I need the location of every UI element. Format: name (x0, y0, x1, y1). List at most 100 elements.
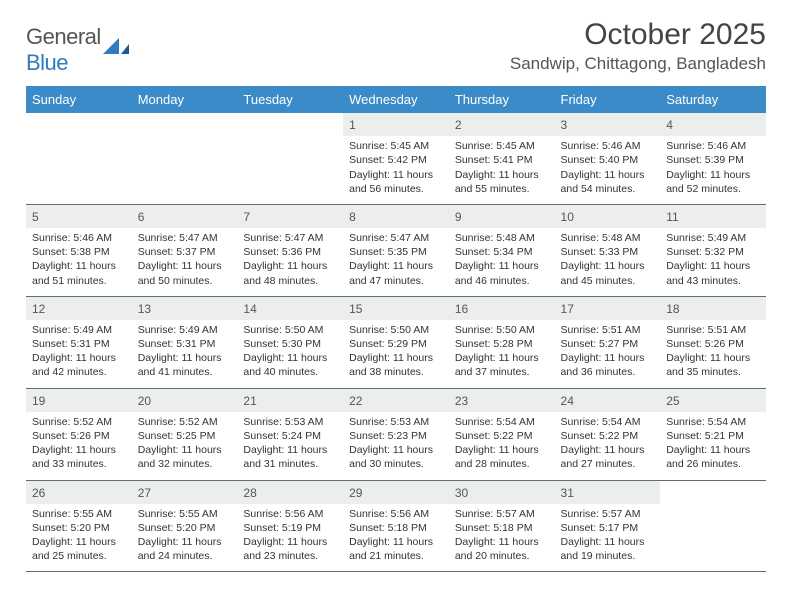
day-number-cell: 16 (449, 296, 555, 320)
day-number-cell (26, 113, 132, 136)
day-number-row: 1234 (26, 113, 766, 136)
location-subtitle: Sandwip, Chittagong, Bangladesh (510, 54, 766, 74)
day-number-cell: 30 (449, 480, 555, 504)
day-number-cell: 29 (343, 480, 449, 504)
day-number-cell: 21 (237, 388, 343, 412)
day-number-cell: 19 (26, 388, 132, 412)
day-number-cell: 2 (449, 113, 555, 136)
day-detail-cell: Sunrise: 5:52 AMSunset: 5:25 PMDaylight:… (132, 412, 238, 480)
day-number-cell: 25 (660, 388, 766, 412)
day-detail-cell: Sunrise: 5:45 AMSunset: 5:41 PMDaylight:… (449, 136, 555, 204)
day-detail-cell (26, 136, 132, 204)
day-number-cell: 28 (237, 480, 343, 504)
day-detail-cell (237, 136, 343, 204)
day-detail-cell: Sunrise: 5:54 AMSunset: 5:22 PMDaylight:… (449, 412, 555, 480)
day-number-cell: 11 (660, 204, 766, 228)
day-detail-row: Sunrise: 5:52 AMSunset: 5:26 PMDaylight:… (26, 412, 766, 480)
day-number-cell: 18 (660, 296, 766, 320)
day-number-cell: 24 (555, 388, 661, 412)
day-detail-cell: Sunrise: 5:49 AMSunset: 5:32 PMDaylight:… (660, 228, 766, 296)
day-number-cell: 15 (343, 296, 449, 320)
logo: General Blue (26, 24, 129, 76)
logo-text: General Blue (26, 24, 101, 76)
day-number-cell: 1 (343, 113, 449, 136)
day-number-cell: 14 (237, 296, 343, 320)
day-detail-cell (132, 136, 238, 204)
day-detail-cell: Sunrise: 5:54 AMSunset: 5:22 PMDaylight:… (555, 412, 661, 480)
day-detail-cell: Sunrise: 5:55 AMSunset: 5:20 PMDaylight:… (26, 504, 132, 572)
day-number-cell: 26 (26, 480, 132, 504)
day-detail-row: Sunrise: 5:49 AMSunset: 5:31 PMDaylight:… (26, 320, 766, 388)
calendar-body: 1234Sunrise: 5:45 AMSunset: 5:42 PMDayli… (26, 113, 766, 572)
day-number-row: 19202122232425 (26, 388, 766, 412)
calendar-table: SundayMondayTuesdayWednesdayThursdayFrid… (26, 86, 766, 572)
day-detail-cell: Sunrise: 5:50 AMSunset: 5:29 PMDaylight:… (343, 320, 449, 388)
day-detail-cell: Sunrise: 5:51 AMSunset: 5:26 PMDaylight:… (660, 320, 766, 388)
day-number-cell: 22 (343, 388, 449, 412)
title-block: October 2025 Sandwip, Chittagong, Bangla… (510, 18, 766, 74)
day-number-cell (660, 480, 766, 504)
weekday-header: Tuesday (237, 86, 343, 113)
day-number-cell: 6 (132, 204, 238, 228)
day-number-cell: 10 (555, 204, 661, 228)
day-number-cell: 13 (132, 296, 238, 320)
day-detail-cell: Sunrise: 5:53 AMSunset: 5:24 PMDaylight:… (237, 412, 343, 480)
day-detail-cell: Sunrise: 5:48 AMSunset: 5:33 PMDaylight:… (555, 228, 661, 296)
day-number-cell: 5 (26, 204, 132, 228)
day-number-cell: 3 (555, 113, 661, 136)
day-detail-cell: Sunrise: 5:47 AMSunset: 5:36 PMDaylight:… (237, 228, 343, 296)
day-number-cell (237, 113, 343, 136)
day-number-cell: 23 (449, 388, 555, 412)
day-detail-cell: Sunrise: 5:57 AMSunset: 5:17 PMDaylight:… (555, 504, 661, 572)
weekday-header: Sunday (26, 86, 132, 113)
day-number-row: 567891011 (26, 204, 766, 228)
weekday-header: Saturday (660, 86, 766, 113)
header: General Blue October 2025 Sandwip, Chitt… (26, 18, 766, 76)
day-number-cell: 12 (26, 296, 132, 320)
day-number-cell: 7 (237, 204, 343, 228)
day-detail-cell: Sunrise: 5:53 AMSunset: 5:23 PMDaylight:… (343, 412, 449, 480)
day-number-cell: 9 (449, 204, 555, 228)
logo-text-part2: Blue (26, 50, 68, 75)
weekday-header: Monday (132, 86, 238, 113)
day-detail-row: Sunrise: 5:55 AMSunset: 5:20 PMDaylight:… (26, 504, 766, 572)
day-detail-cell: Sunrise: 5:50 AMSunset: 5:30 PMDaylight:… (237, 320, 343, 388)
day-number-cell (132, 113, 238, 136)
calendar-page: General Blue October 2025 Sandwip, Chitt… (0, 0, 792, 572)
day-number-cell: 27 (132, 480, 238, 504)
day-detail-cell: Sunrise: 5:47 AMSunset: 5:37 PMDaylight:… (132, 228, 238, 296)
day-detail-cell: Sunrise: 5:46 AMSunset: 5:38 PMDaylight:… (26, 228, 132, 296)
day-number-row: 262728293031 (26, 480, 766, 504)
day-detail-cell: Sunrise: 5:51 AMSunset: 5:27 PMDaylight:… (555, 320, 661, 388)
day-detail-cell: Sunrise: 5:50 AMSunset: 5:28 PMDaylight:… (449, 320, 555, 388)
weekday-header: Thursday (449, 86, 555, 113)
day-detail-cell: Sunrise: 5:54 AMSunset: 5:21 PMDaylight:… (660, 412, 766, 480)
day-detail-cell: Sunrise: 5:45 AMSunset: 5:42 PMDaylight:… (343, 136, 449, 204)
day-number-row: 12131415161718 (26, 296, 766, 320)
logo-sail-icon (103, 38, 129, 54)
day-detail-cell: Sunrise: 5:55 AMSunset: 5:20 PMDaylight:… (132, 504, 238, 572)
weekday-header: Friday (555, 86, 661, 113)
day-detail-row: Sunrise: 5:46 AMSunset: 5:38 PMDaylight:… (26, 228, 766, 296)
day-detail-cell: Sunrise: 5:52 AMSunset: 5:26 PMDaylight:… (26, 412, 132, 480)
month-title: October 2025 (510, 18, 766, 52)
day-detail-cell: Sunrise: 5:49 AMSunset: 5:31 PMDaylight:… (26, 320, 132, 388)
day-detail-cell: Sunrise: 5:49 AMSunset: 5:31 PMDaylight:… (132, 320, 238, 388)
day-detail-cell (660, 504, 766, 572)
day-detail-cell: Sunrise: 5:56 AMSunset: 5:19 PMDaylight:… (237, 504, 343, 572)
day-number-cell: 4 (660, 113, 766, 136)
logo-text-part1: General (26, 24, 101, 49)
day-number-cell: 8 (343, 204, 449, 228)
day-detail-cell: Sunrise: 5:48 AMSunset: 5:34 PMDaylight:… (449, 228, 555, 296)
day-detail-cell: Sunrise: 5:57 AMSunset: 5:18 PMDaylight:… (449, 504, 555, 572)
day-number-cell: 31 (555, 480, 661, 504)
day-detail-cell: Sunrise: 5:47 AMSunset: 5:35 PMDaylight:… (343, 228, 449, 296)
day-detail-row: Sunrise: 5:45 AMSunset: 5:42 PMDaylight:… (26, 136, 766, 204)
day-detail-cell: Sunrise: 5:56 AMSunset: 5:18 PMDaylight:… (343, 504, 449, 572)
calendar-header-row: SundayMondayTuesdayWednesdayThursdayFrid… (26, 86, 766, 113)
day-detail-cell: Sunrise: 5:46 AMSunset: 5:39 PMDaylight:… (660, 136, 766, 204)
day-number-cell: 17 (555, 296, 661, 320)
weekday-header: Wednesday (343, 86, 449, 113)
day-detail-cell: Sunrise: 5:46 AMSunset: 5:40 PMDaylight:… (555, 136, 661, 204)
day-number-cell: 20 (132, 388, 238, 412)
